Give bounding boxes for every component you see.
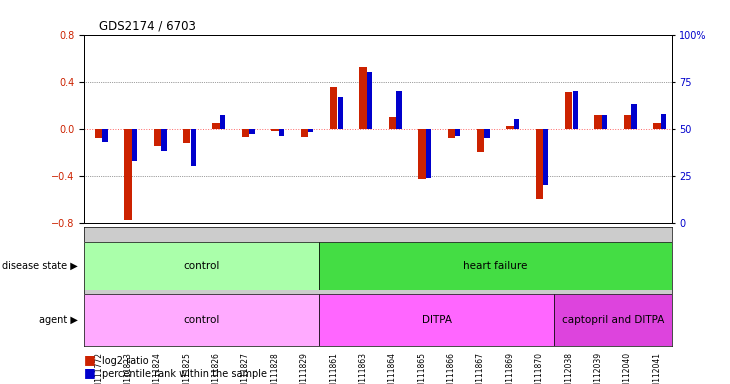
Bar bbox=[514, 119, 519, 129]
Text: control: control bbox=[183, 261, 220, 271]
Bar bbox=[543, 129, 548, 185]
Bar bbox=[594, 114, 602, 129]
Bar bbox=[661, 114, 666, 129]
Bar bbox=[95, 129, 102, 138]
Bar bbox=[183, 129, 191, 143]
Bar bbox=[191, 129, 196, 166]
Bar bbox=[455, 129, 461, 136]
Bar bbox=[389, 117, 396, 129]
Bar bbox=[319, 242, 672, 290]
Bar bbox=[536, 129, 543, 199]
Text: ■: ■ bbox=[84, 366, 96, 379]
Bar bbox=[84, 294, 319, 346]
Bar bbox=[154, 129, 161, 146]
Bar bbox=[319, 294, 554, 346]
Bar bbox=[272, 129, 279, 131]
Bar bbox=[308, 129, 313, 132]
Text: disease state ▶: disease state ▶ bbox=[2, 261, 78, 271]
Text: GDS2174 / 6703: GDS2174 / 6703 bbox=[99, 20, 196, 33]
Text: control: control bbox=[183, 314, 220, 325]
Text: agent ▶: agent ▶ bbox=[39, 314, 78, 325]
Text: ■: ■ bbox=[84, 353, 96, 366]
Bar bbox=[485, 129, 490, 138]
Text: log2 ratio: log2 ratio bbox=[102, 356, 149, 366]
Bar bbox=[220, 116, 226, 129]
Bar bbox=[337, 97, 343, 129]
Text: DITPA: DITPA bbox=[421, 314, 452, 325]
Text: captopril and DITPA: captopril and DITPA bbox=[561, 314, 664, 325]
Bar bbox=[132, 129, 137, 161]
Bar bbox=[396, 91, 402, 129]
Text: heart failure: heart failure bbox=[463, 261, 528, 271]
Bar bbox=[631, 104, 637, 129]
Bar bbox=[426, 129, 431, 177]
Bar bbox=[102, 129, 108, 142]
Bar bbox=[418, 129, 426, 179]
Bar bbox=[301, 129, 308, 137]
Bar bbox=[602, 116, 607, 129]
Bar bbox=[367, 72, 372, 129]
Bar bbox=[653, 123, 661, 129]
Bar bbox=[124, 129, 131, 220]
Bar bbox=[572, 91, 578, 129]
Bar bbox=[507, 126, 514, 129]
Bar bbox=[447, 129, 455, 138]
Bar bbox=[477, 129, 484, 152]
Bar bbox=[84, 242, 319, 290]
Bar bbox=[242, 129, 249, 137]
Bar bbox=[565, 92, 572, 129]
Bar bbox=[624, 114, 631, 129]
Bar bbox=[212, 123, 220, 129]
Bar bbox=[554, 294, 672, 346]
Bar bbox=[161, 129, 166, 151]
Bar bbox=[250, 129, 255, 134]
Bar bbox=[359, 68, 366, 129]
Text: percentile rank within the sample: percentile rank within the sample bbox=[102, 369, 267, 379]
Bar bbox=[279, 129, 284, 136]
Bar bbox=[330, 88, 337, 129]
